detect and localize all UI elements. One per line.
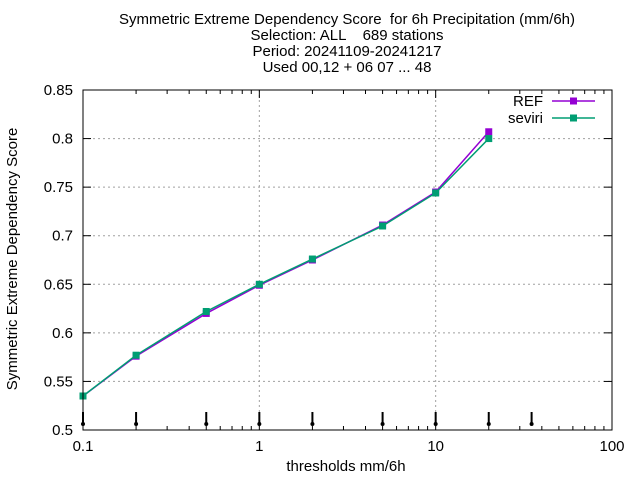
series-point-seviri xyxy=(379,222,387,230)
threshold-marker-dot xyxy=(433,422,438,426)
series-point-seviri xyxy=(485,135,493,143)
plot-frame xyxy=(82,89,613,431)
series-point-ref xyxy=(485,128,493,136)
y-axis-label: Symmetric Extreme Dependency Score xyxy=(4,128,21,391)
threshold-marker-dot xyxy=(134,422,139,426)
threshold-marker-dot xyxy=(380,422,385,426)
x-axis-label: thresholds mm/6h xyxy=(286,458,405,475)
y-tick-label: 0.8 xyxy=(52,131,73,148)
title-line-2: Selection: ALL 689 stations xyxy=(250,27,444,44)
series-point-seviri xyxy=(255,280,263,288)
threshold-markers xyxy=(81,412,534,426)
legend-label-seviri: seviri xyxy=(508,110,543,127)
data-series xyxy=(79,128,493,400)
y-tick-label: 0.55 xyxy=(44,373,73,390)
x-tick-label: 100 xyxy=(599,438,624,455)
legend-label-ref: REF xyxy=(513,93,543,110)
series-point-seviri xyxy=(132,351,140,359)
x-tick-label: 0.1 xyxy=(73,438,94,455)
threshold-marker-dot xyxy=(310,422,315,426)
y-tick-label: 0.65 xyxy=(44,276,73,293)
title-line-1: Symmetric Extreme Dependency Score for 6… xyxy=(119,11,575,28)
series-point-seviri xyxy=(432,189,440,197)
x-axis-ticks: 0.1 1 10 100 xyxy=(73,90,625,455)
y-tick-label: 0.7 xyxy=(52,228,73,245)
series-point-seviri xyxy=(202,307,210,315)
y-tick-label: 0.75 xyxy=(44,179,73,196)
x-tick-label: 10 xyxy=(427,438,444,455)
grid-lines xyxy=(83,90,612,430)
legend-marker-ref xyxy=(570,97,577,105)
threshold-marker-dot xyxy=(486,422,491,426)
series-line-seviri xyxy=(82,138,490,397)
y-tick-label: 0.6 xyxy=(52,325,73,342)
threshold-marker-dot xyxy=(257,422,262,426)
x-tick-label: 1 xyxy=(255,438,263,455)
legend-marker-seviri xyxy=(570,114,577,122)
y-tick-label: 0.5 xyxy=(52,422,73,439)
series-point-seviri xyxy=(308,255,316,263)
y-axis-ticks: 0.5 0.55 0.6 0.65 0.7 0.75 0.8 0.85 xyxy=(44,82,612,439)
threshold-marker-dot xyxy=(529,422,534,426)
series-line-ref xyxy=(82,131,490,397)
title-line-4: Used 00,12 + 06 07 ... 48 xyxy=(262,59,432,76)
y-tick-label: 0.85 xyxy=(44,82,73,99)
title-line-3: Period: 20241109-20241217 xyxy=(252,43,442,60)
threshold-marker-dot xyxy=(204,422,209,426)
